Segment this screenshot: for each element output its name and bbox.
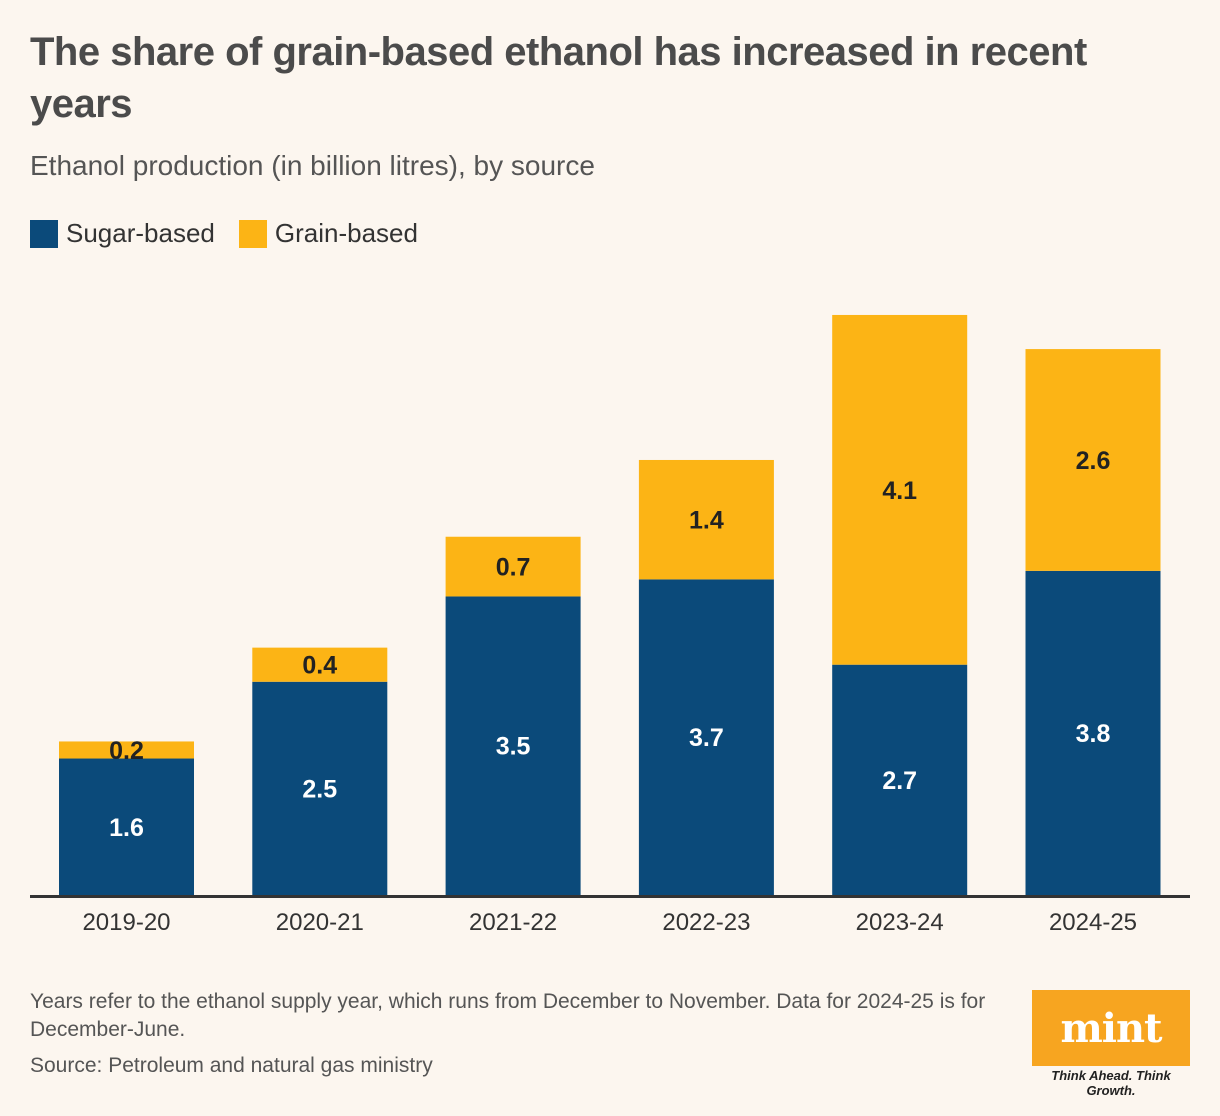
mint-tagline: Think Ahead. Think Growth. xyxy=(1051,1068,1171,1098)
legend-label-sugar: Sugar-based xyxy=(66,218,215,248)
data-label-grain-2020-21: 0.4 xyxy=(302,652,337,680)
bar-grain-2019-20 xyxy=(59,741,194,759)
stacked-bar-chart: 1.6 0.2 2019-20 2.5 0.4 2020-21 3.5 0.7 2021-22 3… xyxy=(30,314,1190,936)
bar-sugar-2020-21 xyxy=(252,681,388,895)
data-label-grain-2019-20: 0.2 xyxy=(109,737,144,765)
mint-logo-text: mint xyxy=(1060,1004,1162,1052)
chart-title: The share of grain-based ethanol has inc… xyxy=(30,30,1087,126)
x-tick-label-2021-22: 2021-22 xyxy=(469,909,557,936)
legend-item-sugar: Sugar-based xyxy=(30,218,215,249)
data-label-sugar-2021-22: 3.5 xyxy=(496,733,531,761)
data-label-sugar-2023-24: 2.7 xyxy=(882,767,917,795)
legend-swatch-grain xyxy=(238,219,267,248)
data-label-grain-2022-23: 1.4 xyxy=(689,507,724,535)
data-label-sugar-2020-21: 2.5 xyxy=(302,775,337,803)
footnote: Years refer to the ethanol supply year, … xyxy=(30,990,986,1041)
legend-swatch-sugar xyxy=(30,219,58,248)
data-label-grain-2021-22: 0.7 xyxy=(496,554,531,582)
data-label-sugar-2024-25: 3.8 xyxy=(1076,720,1111,748)
source-note: Source: Petroleum and natural gas minist… xyxy=(30,1054,433,1077)
x-tick-label-2022-23: 2022-23 xyxy=(662,909,750,936)
bar-sugar-2024-25 xyxy=(1025,570,1161,895)
bar-grain-2021-22 xyxy=(445,536,581,597)
legend: Sugar-based Grain-based xyxy=(30,218,442,249)
bar-sugar-2022-23 xyxy=(638,579,774,895)
mint-logo: mint xyxy=(1032,990,1190,1066)
data-label-sugar-2022-23: 3.7 xyxy=(689,724,724,752)
x-tick-label-2019-20: 2019-20 xyxy=(82,909,170,936)
chart-subtitle: Ethanol production (in billion litres), … xyxy=(30,150,595,181)
x-tick-label-2024-25: 2024-25 xyxy=(1049,909,1137,936)
data-label-grain-2023-24: 4.1 xyxy=(882,477,917,505)
legend-item-grain: Grain-based xyxy=(238,218,418,249)
data-label-grain-2024-25: 2.6 xyxy=(1076,447,1111,475)
bar-sugar-2023-24 xyxy=(832,664,968,895)
bar-sugar-2019-20 xyxy=(59,758,194,895)
data-label-sugar-2019-20: 1.6 xyxy=(109,814,144,842)
legend-label-grain: Grain-based xyxy=(274,218,418,248)
bar-grain-2022-23 xyxy=(638,459,774,580)
bar-sugar-2021-22 xyxy=(445,596,581,895)
bar-grain-2023-24 xyxy=(832,314,968,665)
x-tick-label-2020-21: 2020-21 xyxy=(276,909,364,936)
bar-grain-2024-25 xyxy=(1025,349,1161,571)
x-tick-label-2023-24: 2023-24 xyxy=(856,909,944,936)
bar-grain-2020-21 xyxy=(252,647,388,682)
